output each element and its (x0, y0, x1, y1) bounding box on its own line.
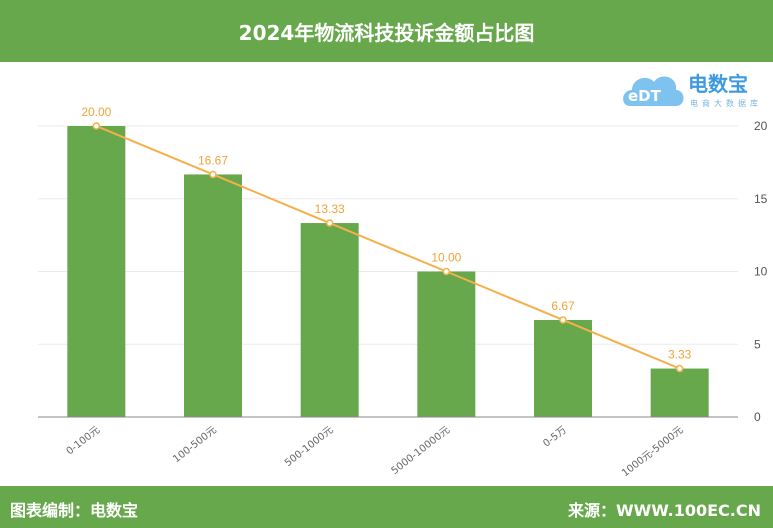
x-tick-label: 5000-10000元 (390, 425, 453, 477)
bar (300, 223, 359, 417)
x-tick-label: 100-500元 (171, 425, 219, 466)
y-tick-label: 20 (754, 119, 768, 133)
grid-lines (38, 125, 738, 345)
bar-line-chart: 20.00 16.67 13.33 10.00 6.67 3.33 0 5 10 15 20 0-1… (38, 105, 768, 479)
bar (534, 319, 592, 417)
data-label: 13.33 (315, 202, 345, 216)
cloud-logo-icon: eDT 电数宝 电商大数据库 (623, 72, 762, 108)
chart-area: 20.00 16.67 13.33 10.00 6.67 3.33 0 5 10 15 20 0-1… (0, 62, 773, 486)
logo-tagline: 电商大数据库 (690, 98, 762, 108)
axes: 0 5 10 15 20 0-100元 100-500元 500-1000元 5000-1000… (38, 119, 768, 479)
data-label: 6.67 (551, 299, 575, 313)
line-point (325, 219, 334, 227)
y-tick-label: 5 (754, 337, 761, 351)
data-labels: 20.00 16.67 13.33 10.00 6.67 3.33 (81, 105, 691, 362)
bar (184, 174, 242, 417)
line-point (442, 267, 451, 276)
page-title: 2024年物流科技投诉金额占比图 (238, 20, 535, 45)
data-label: 10.00 (431, 251, 461, 265)
y-tick-label: 0 (754, 410, 761, 424)
line-point (92, 122, 101, 130)
y-tick-label: 10 (754, 265, 768, 279)
brand-logo: eDT 电数宝 电商大数据库 (622, 64, 772, 114)
trend-line (92, 122, 684, 373)
bar (417, 271, 476, 417)
line-point (675, 364, 684, 373)
footer-source: 来源：WWW.100EC.CN (567, 501, 761, 520)
bar (650, 368, 709, 417)
footer-bar: 图表编制：电数宝 来源：WWW.100EC.CN (0, 486, 773, 528)
bars (67, 126, 709, 417)
data-label: 3.33 (668, 348, 692, 362)
line-point (559, 316, 567, 324)
x-tick-label: 1000元-5000元 (620, 425, 685, 480)
data-label: 20.00 (81, 105, 111, 119)
logo-mark: eDT (628, 87, 662, 105)
data-label: 16.67 (198, 153, 228, 167)
logo-name: 电数宝 (688, 72, 748, 96)
line-point (209, 170, 217, 179)
y-tick-label: 15 (754, 192, 768, 206)
x-tick-label: 500-1000元 (283, 425, 336, 469)
bar (67, 126, 126, 417)
x-tick-label: 0-5万 (541, 425, 569, 450)
footer-credit: 图表编制：电数宝 (10, 501, 139, 520)
trend-polyline (95, 125, 681, 370)
header-bar: 2024年物流科技投诉金额占比图 (0, 0, 773, 62)
x-tick-label: 0-100元 (65, 425, 103, 458)
